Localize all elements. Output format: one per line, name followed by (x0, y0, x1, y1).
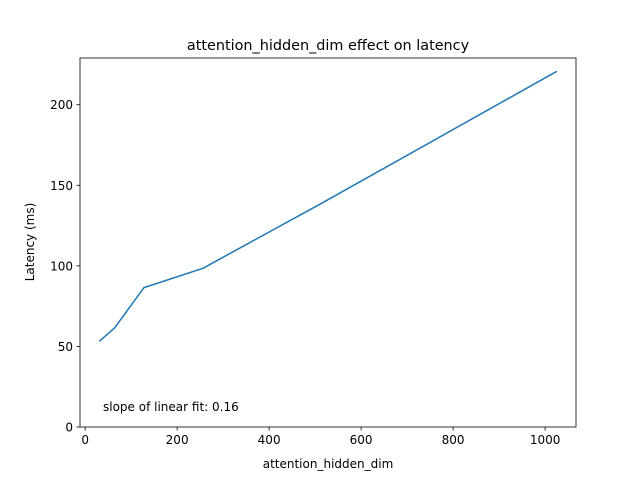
y-tick-label: 50 (58, 340, 73, 354)
y-axis-label: Latency (ms) (23, 203, 37, 282)
linear-fit-annotation: slope of linear fit: 0.16 (103, 400, 239, 414)
x-tick-label: 800 (442, 433, 465, 447)
axes-frame (79, 57, 577, 428)
y-tick-label: 200 (50, 98, 73, 112)
x-tick-label: 0 (81, 433, 89, 447)
x-tick-label: 600 (350, 433, 373, 447)
x-tick-label: 200 (166, 433, 189, 447)
series-line (98, 70, 558, 342)
x-tick-label: 1000 (530, 433, 561, 447)
y-tick-label: 0 (65, 421, 73, 435)
chart-title: attention_hidden_dim effect on latency (187, 38, 470, 54)
y-tick-label: 100 (50, 259, 73, 273)
y-tick-label: 150 (50, 179, 73, 193)
x-axis-label: attention_hidden_dim (263, 457, 394, 471)
plot-area: 0 200 400 600 800 1000 0 50 100 150 200 (50, 57, 577, 447)
x-tick-label: 400 (258, 433, 281, 447)
